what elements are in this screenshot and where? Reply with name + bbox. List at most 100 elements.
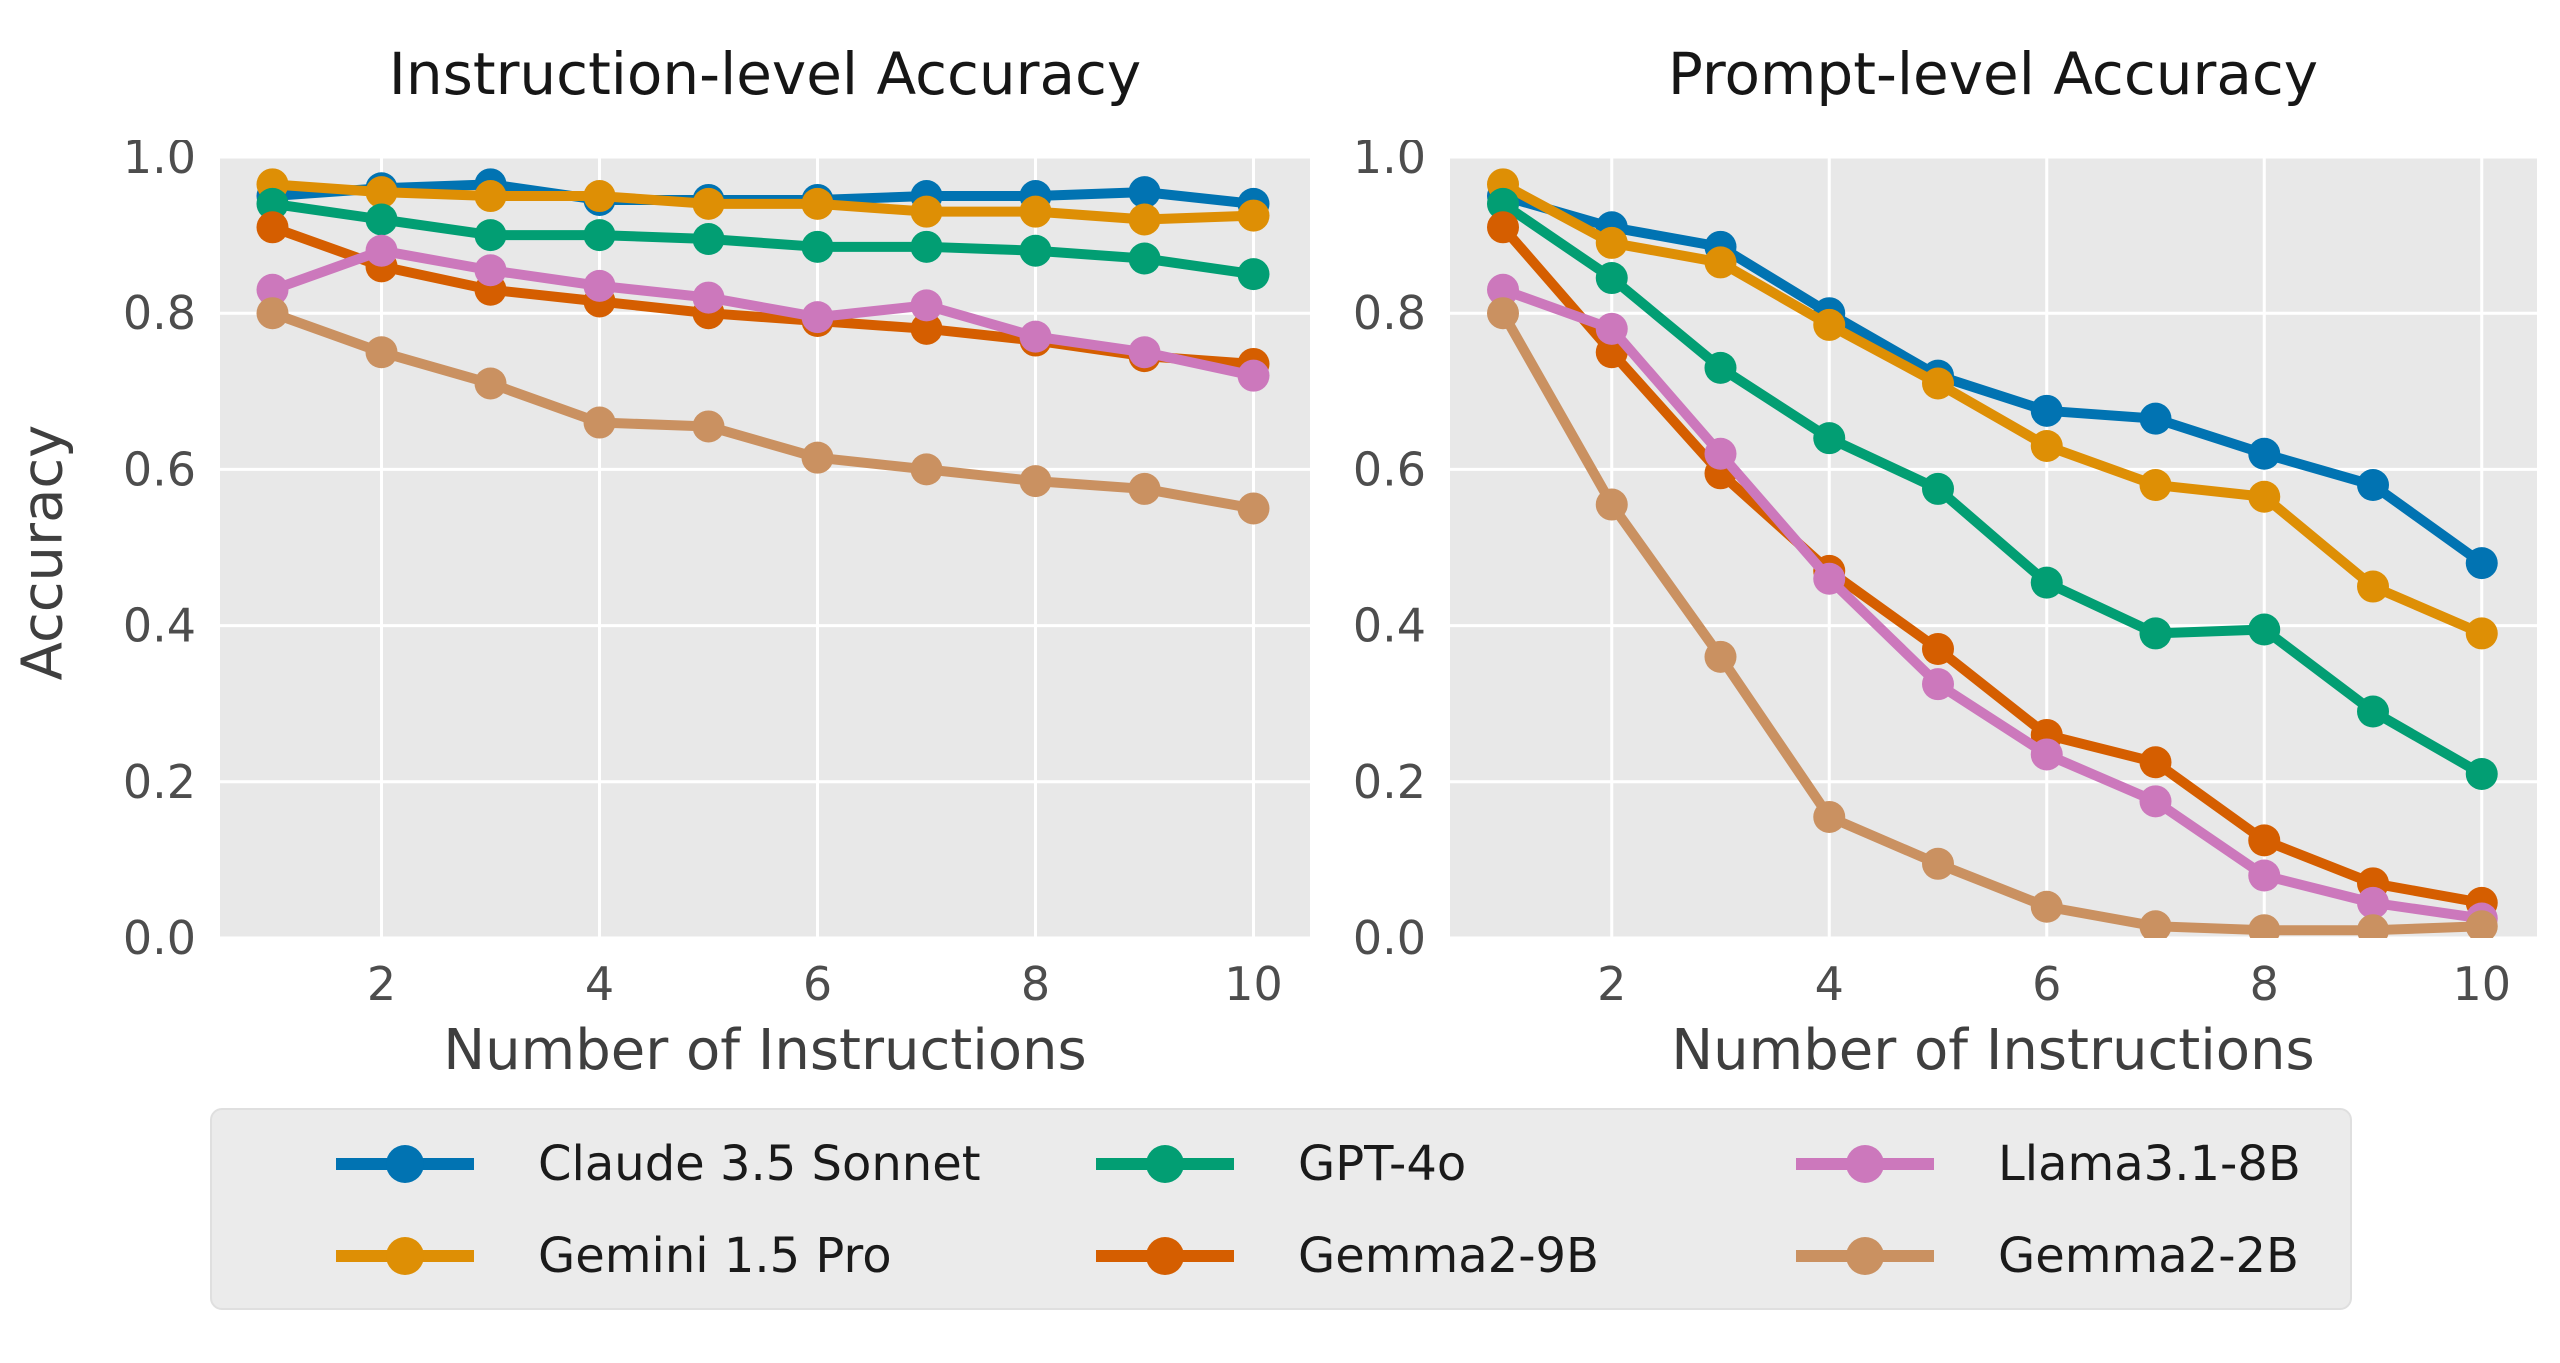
legend-label: Llama3.1-8B <box>1998 1136 2301 1192</box>
data-point <box>1128 242 1161 275</box>
right-x-axis-label: Number of Instructions <box>1671 1018 2315 1083</box>
data-point <box>692 187 725 220</box>
series-line <box>270 308 1255 514</box>
data-point <box>801 230 834 263</box>
data-point <box>910 195 943 228</box>
data-point <box>2248 859 2281 892</box>
data-point <box>2139 469 2172 502</box>
data-point <box>1595 488 1628 521</box>
legend-marker <box>1146 1237 1184 1275</box>
plot-area <box>220 157 1310 938</box>
x-tick-label: 10 <box>1224 957 1283 1011</box>
legend-marker <box>386 1237 424 1275</box>
legend-marker <box>1846 1145 1884 1183</box>
data-point <box>2248 437 2281 470</box>
data-point <box>1019 320 1052 353</box>
x-tick-label: 8 <box>1021 957 1050 1011</box>
data-point <box>1813 800 1846 833</box>
data-point <box>2139 746 2172 779</box>
legend-swatch-Gemma2-9B <box>1096 1237 1234 1275</box>
data-point <box>2139 910 2172 938</box>
data-point <box>365 176 398 209</box>
instruction-level-accuracy-chart: 1.0 0.8 0.6 0.4 0.2 0.0 2 4 6 8 10 <box>123 140 1310 1011</box>
data-point <box>583 219 616 252</box>
series-Gemma2-2B <box>1487 297 2498 938</box>
y-tick-label: 0.6 <box>123 442 196 496</box>
prompt-level-accuracy-chart: 1.0 0.8 0.6 0.4 0.2 0.0 2 4 6 8 10 <box>1353 140 2537 1011</box>
series-line <box>1501 191 2485 568</box>
legend-item: Claude 3.5 Sonnet <box>330 1118 1090 1210</box>
legend-swatch-Gemma2-2B <box>1796 1237 1934 1275</box>
data-point <box>2030 429 2063 462</box>
data-point <box>1237 492 1270 525</box>
series-line <box>272 179 1254 225</box>
data-point <box>256 297 289 330</box>
data-point <box>910 453 943 486</box>
series-GPT-4o <box>1487 187 2498 790</box>
data-point <box>2357 914 2389 938</box>
data-point <box>256 273 289 306</box>
data-point <box>1237 258 1270 291</box>
left-x-axis-label: Number of Instructions <box>443 1018 1087 1083</box>
data-point <box>1704 351 1737 384</box>
data-point <box>474 367 507 400</box>
x-tick-label: 2 <box>367 957 396 1011</box>
data-point <box>1813 422 1846 455</box>
legend-item: Llama3.1-8B <box>1790 1118 2350 1210</box>
x-tick-label: 4 <box>1815 957 1844 1011</box>
data-point <box>1704 437 1737 470</box>
x-tick-label: 10 <box>2452 957 2511 1011</box>
y-tick-label: 0.8 <box>1353 286 1426 340</box>
data-point <box>2357 469 2389 502</box>
data-point <box>2139 617 2172 650</box>
data-point <box>474 180 507 213</box>
plot-area <box>1450 157 2537 938</box>
data-point <box>2357 695 2389 728</box>
data-point <box>256 187 289 220</box>
series-line <box>1500 179 2484 639</box>
data-point <box>2357 570 2389 603</box>
y-tick-label: 0.2 <box>1353 755 1426 809</box>
data-point <box>1487 187 1519 220</box>
data-point <box>583 180 616 213</box>
data-point <box>1922 668 1954 701</box>
series-line <box>1499 224 2483 908</box>
data-point <box>801 301 834 334</box>
data-point <box>692 281 725 314</box>
data-point <box>2139 785 2172 818</box>
data-point <box>365 203 398 236</box>
data-point <box>1922 472 1954 505</box>
y-axis-label: Accuracy <box>10 424 76 681</box>
data-point <box>1487 297 1519 330</box>
legend-marker <box>1146 1145 1184 1183</box>
data-point <box>2465 910 2498 938</box>
series-line <box>270 245 1255 381</box>
data-point <box>2357 886 2389 919</box>
legend-label: Gemini 1.5 Pro <box>538 1228 892 1284</box>
data-point <box>2248 480 2281 513</box>
data-point <box>1237 199 1270 232</box>
legend-column: Claude 3.5 Sonnet Gemini 1.5 Pro <box>330 1118 1090 1308</box>
data-point <box>583 269 616 302</box>
data-point <box>692 223 725 256</box>
data-point <box>365 234 398 267</box>
data-point <box>1019 234 1052 267</box>
data-point <box>692 410 725 443</box>
legend-label: Gemma2-2B <box>1998 1228 2299 1284</box>
series-Gemini 1.5 Pro <box>1487 168 2498 650</box>
series-Llama3.1-8B <box>256 234 1270 392</box>
y-tick-label: 0.4 <box>123 599 196 653</box>
legend: Claude 3.5 Sonnet Gemini 1.5 Pro GPT-4o Ge… <box>210 1108 2352 1310</box>
data-point <box>1595 312 1628 345</box>
legend-marker <box>1846 1237 1884 1275</box>
legend-column: GPT-4o Gemma2-9B <box>1090 1118 1790 1308</box>
legend-label: GPT-4o <box>1298 1136 1467 1192</box>
legend-swatch-GPT-4o <box>1096 1145 1234 1183</box>
data-point <box>2465 757 2498 790</box>
x-tick-label: 6 <box>803 957 832 1011</box>
x-tick-label: 4 <box>585 957 614 1011</box>
data-point <box>1487 273 1519 306</box>
data-point <box>1128 472 1161 505</box>
data-point <box>583 406 616 439</box>
